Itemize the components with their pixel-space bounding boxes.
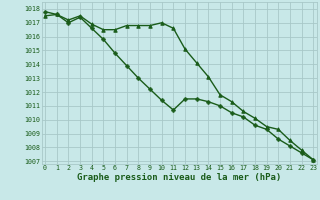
X-axis label: Graphe pression niveau de la mer (hPa): Graphe pression niveau de la mer (hPa) [77, 173, 281, 182]
